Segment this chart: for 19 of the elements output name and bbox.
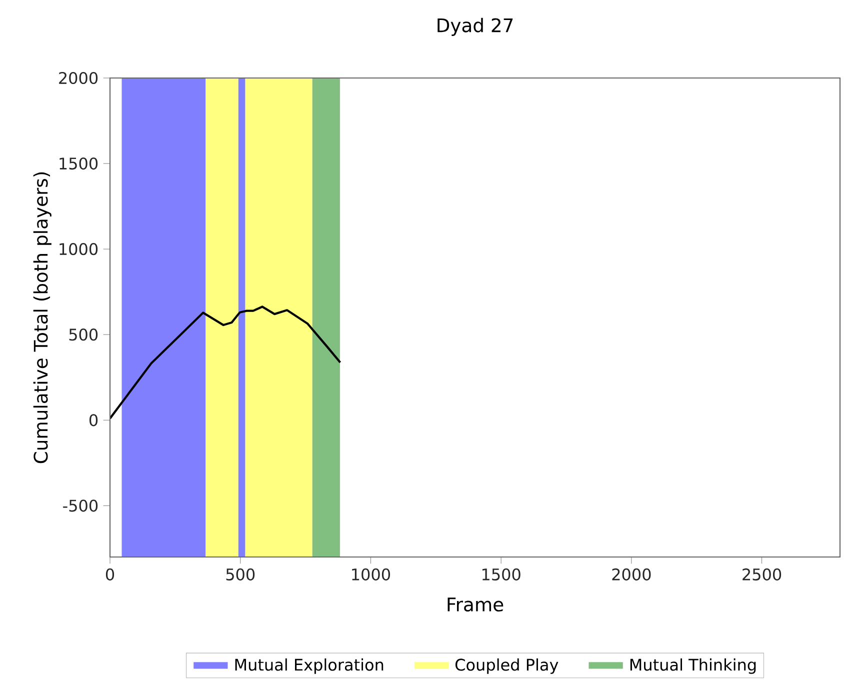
y-axis-title: Cumulative Total (both players) (33, 172, 52, 464)
y-tick-label: 0 (89, 414, 98, 426)
y-tick-label: 1500 (60, 157, 98, 170)
x-axis-title: Frame (448, 598, 504, 612)
x-tick-label: 1000 (352, 568, 390, 580)
x-tick-label: 1500 (482, 568, 520, 580)
x-tick-label: 500 (226, 568, 255, 580)
x-tick-label: 0 (106, 568, 114, 580)
y-tick-label: 500 (69, 328, 98, 341)
y-tick-label: 1000 (60, 243, 98, 256)
x-tick-label: 2500 (742, 568, 782, 580)
x-tick-label: 2000 (612, 568, 651, 580)
legend-label: Mutual Thinking (630, 658, 756, 674)
y-tick-label: -500 (63, 500, 98, 512)
legend-label: Mutual Exploration (235, 658, 384, 674)
legend-label: Coupled Play (455, 658, 558, 674)
y-tick-label: 2000 (59, 72, 98, 84)
line-series (110, 306, 342, 420)
chart-title: Dyad 27 (438, 18, 513, 36)
